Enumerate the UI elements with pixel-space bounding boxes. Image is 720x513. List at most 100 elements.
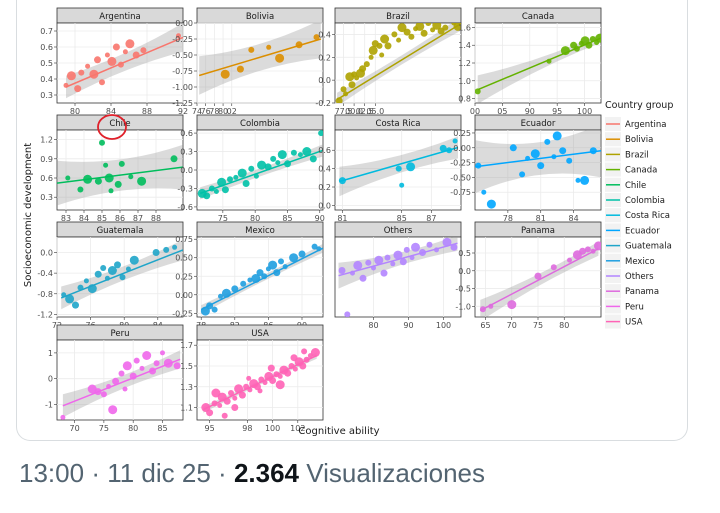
- data-point: [442, 237, 452, 247]
- data-point: [593, 241, 601, 251]
- data-point: [403, 246, 410, 253]
- data-point: [160, 350, 165, 356]
- views-count[interactable]: 2.364: [233, 458, 300, 488]
- y-tick-label: 1.2: [40, 136, 53, 145]
- x-tick-label: 75: [533, 321, 543, 330]
- data-point: [65, 175, 71, 181]
- x-tick-label: 75: [218, 214, 228, 223]
- fit-line: [60, 249, 183, 299]
- fit-line: [339, 146, 459, 183]
- y-tick-label: 0.3: [180, 148, 193, 157]
- y-tick-label: -0.50: [450, 173, 471, 182]
- data-point: [107, 266, 117, 275]
- data-point: [172, 244, 178, 250]
- y-axis-title: Socioeconomic development: [23, 143, 34, 287]
- x-tick-label: 78: [503, 214, 513, 223]
- data-point: [509, 144, 517, 152]
- fit-line: [200, 247, 323, 311]
- x-tick-label: 87: [426, 214, 436, 223]
- data-point: [266, 44, 272, 50]
- data-point: [277, 373, 283, 379]
- data-point: [425, 23, 432, 26]
- data-point: [211, 388, 221, 398]
- post-time[interactable]: 13:00: [19, 458, 85, 488]
- data-point: [566, 157, 573, 164]
- data-point: [119, 274, 126, 281]
- data-point: [236, 65, 244, 73]
- data-point: [125, 39, 135, 49]
- post-media-card[interactable]: Argentina 80 84 88 92 0.3 0.4 0.5 0.6 0.7 Bolivia 7…: [16, 0, 688, 441]
- facet-others: Others 80 90 100: [334, 221, 462, 330]
- data-point: [231, 285, 239, 293]
- data-point: [60, 414, 66, 420]
- data-point: [221, 412, 228, 419]
- y-tick-label: 0.6: [40, 174, 53, 183]
- data-point: [275, 160, 281, 166]
- data-point: [390, 261, 396, 267]
- y-tick-label: 0.2: [318, 183, 331, 192]
- data-point: [170, 155, 178, 163]
- y-tick-label: 0.9: [40, 155, 53, 164]
- x-tick-label: 05: [497, 107, 507, 116]
- confidence-band: [475, 130, 601, 194]
- data-point: [374, 255, 384, 265]
- data-point: [278, 258, 284, 265]
- data-point: [122, 361, 132, 371]
- data-point: [231, 404, 239, 411]
- data-point: [309, 155, 317, 163]
- confidence-band: [199, 23, 321, 95]
- data-point: [137, 176, 147, 186]
- facet-title: Others: [384, 226, 413, 236]
- data-point: [450, 243, 458, 251]
- data-point: [142, 351, 152, 360]
- x-tick-label: 84: [79, 214, 89, 223]
- data-point: [221, 186, 229, 194]
- fit-line: [338, 242, 458, 277]
- data-point: [391, 31, 398, 38]
- data-point: [213, 189, 219, 194]
- facet-title: Bolivia: [246, 12, 274, 22]
- fit-line: [475, 149, 601, 168]
- y-tick-label: 1.2: [458, 59, 471, 68]
- data-point: [114, 261, 121, 269]
- data-point: [579, 247, 587, 255]
- data-point: [530, 149, 540, 159]
- data-point: [275, 380, 285, 390]
- data-point: [94, 270, 102, 278]
- data-point: [550, 264, 557, 271]
- data-point: [537, 162, 545, 170]
- data-point: [248, 165, 255, 172]
- data-point: [397, 23, 407, 33]
- data-point: [284, 369, 292, 377]
- x-tick-label: 05.0: [366, 107, 384, 116]
- data-point: [217, 403, 223, 408]
- fit-line: [198, 38, 322, 77]
- facet-title: Chile: [109, 119, 130, 129]
- y-tick-label: -1.25: [172, 99, 193, 108]
- data-point: [395, 165, 402, 172]
- annotation-circle: [97, 114, 127, 140]
- x-tick-label: 102: [290, 424, 305, 433]
- data-point: [368, 54, 374, 60]
- y-tick-label: 0.8: [458, 95, 471, 104]
- y-tick-label: -0.25: [172, 309, 193, 318]
- data-point: [238, 391, 246, 399]
- y-tick-label: 1: [48, 349, 53, 358]
- legend: Country group Argentina Bolivia Brazil Canad…: [605, 100, 673, 329]
- x-tick-label: 100: [265, 424, 280, 433]
- data-point: [575, 177, 581, 183]
- y-tick-label: -1.2: [37, 310, 53, 319]
- x-tick-label: 85: [397, 214, 407, 223]
- facet-guatemala: Guatemala72768084-1.2-0.8-0.40.0: [37, 221, 184, 330]
- data-point: [85, 63, 91, 69]
- facet-panel: [196, 22, 324, 104]
- y-tick-label: 0.50: [175, 254, 193, 263]
- y-tick-label: -0.8: [37, 290, 53, 299]
- data-point: [302, 147, 312, 156]
- data-point: [379, 52, 385, 58]
- legend-label: Canada: [625, 166, 657, 176]
- x-tick-label: 70: [69, 424, 79, 433]
- data-point: [432, 23, 442, 30]
- y-tick-label: 0.6: [318, 146, 331, 155]
- post-date[interactable]: 11 dic 25: [107, 458, 211, 488]
